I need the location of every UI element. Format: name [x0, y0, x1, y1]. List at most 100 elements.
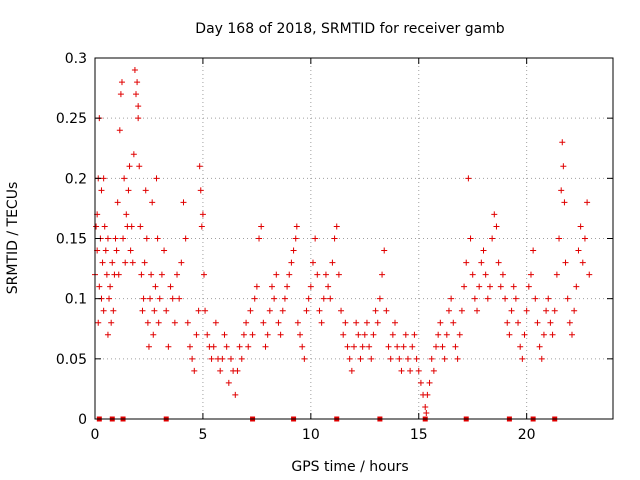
data-point: [110, 307, 117, 314]
data-point: [240, 331, 247, 338]
data-point: [249, 331, 256, 338]
data-point: [556, 235, 563, 242]
data-point: [348, 367, 355, 374]
data-point: [506, 331, 513, 338]
data-point: [335, 271, 342, 278]
y-tick-label: 0.25: [56, 111, 87, 127]
data-point: [568, 331, 575, 338]
data-point: [186, 343, 193, 350]
data-point: [430, 367, 437, 374]
data-point: [536, 343, 543, 350]
data-point: [196, 163, 203, 170]
data-point: [441, 355, 448, 362]
data-point: [107, 283, 114, 290]
data-point: [515, 319, 522, 326]
data-point: [236, 343, 243, 350]
data-point: [450, 319, 457, 326]
data-point: [573, 283, 580, 290]
data-point: [422, 403, 429, 410]
data-point: [268, 283, 275, 290]
data-point: [195, 307, 202, 314]
data-point: [558, 187, 565, 194]
data-point: [243, 319, 250, 326]
data-point: [517, 343, 524, 350]
x-tick-label: 0: [91, 427, 100, 443]
data-point: [545, 295, 552, 302]
data-point: [212, 319, 219, 326]
data-point: [223, 343, 230, 350]
data-point: [534, 319, 541, 326]
data-point: [135, 103, 142, 110]
data-point: [151, 307, 158, 314]
data-point: [374, 319, 381, 326]
data-point: [426, 379, 433, 386]
data-point: [202, 307, 209, 314]
data-point: [385, 343, 392, 350]
data-point: [433, 343, 440, 350]
data-point: [299, 343, 306, 350]
data-point: [125, 187, 132, 194]
data-point: [281, 295, 288, 302]
data-point: [176, 295, 183, 302]
data-point: [169, 295, 176, 302]
data-point: [95, 319, 102, 326]
data-point: [407, 367, 414, 374]
data-point: [131, 67, 138, 74]
data-point: [543, 307, 550, 314]
data-point: [443, 331, 450, 338]
data-point: [489, 235, 496, 242]
data-point: [251, 295, 258, 302]
data-point: [113, 247, 120, 254]
data-point: [193, 331, 200, 338]
data-point: [294, 319, 301, 326]
data-point: [521, 331, 528, 338]
data-point: [144, 319, 151, 326]
data-point: [320, 295, 327, 302]
data-point: [163, 307, 170, 314]
data-point: [120, 235, 127, 242]
data-point: [383, 307, 390, 314]
data-point: [279, 307, 286, 314]
data-point: [340, 331, 347, 338]
data-point: [260, 319, 267, 326]
data-point: [454, 355, 461, 362]
x-axis-label: GPS time / hours: [291, 459, 408, 475]
data-point: [566, 319, 573, 326]
data-point: [238, 355, 245, 362]
data-point: [562, 259, 569, 266]
data-point: [167, 283, 174, 290]
data-point: [331, 235, 338, 242]
data-point: [366, 343, 373, 350]
data-point: [559, 139, 566, 146]
data-point: [99, 259, 106, 266]
data-point: [155, 319, 162, 326]
data-point: [363, 319, 370, 326]
data-point: [128, 223, 135, 230]
data-point: [115, 271, 122, 278]
data-point: [305, 295, 312, 302]
data-point: [102, 247, 109, 254]
data-point: [402, 331, 409, 338]
data-point: [346, 355, 353, 362]
data-point: [484, 295, 491, 302]
data-point: [428, 355, 435, 362]
data-point: [126, 163, 133, 170]
data-point: [227, 355, 234, 362]
data-point: [357, 355, 364, 362]
data-point: [171, 319, 178, 326]
data-point: [411, 331, 418, 338]
data-point: [495, 259, 502, 266]
data-point: [549, 331, 556, 338]
x-tick-label: 5: [198, 427, 207, 443]
y-axis-label: SRMTID / TECUs: [5, 182, 21, 295]
data-point: [266, 307, 273, 314]
data-point: [150, 331, 157, 338]
data-point: [98, 187, 105, 194]
x-tick-label: 20: [518, 427, 536, 443]
data-point: [396, 355, 403, 362]
data-point: [355, 331, 362, 338]
data-point: [560, 163, 567, 170]
data-point: [381, 247, 388, 254]
data-point: [112, 235, 119, 242]
